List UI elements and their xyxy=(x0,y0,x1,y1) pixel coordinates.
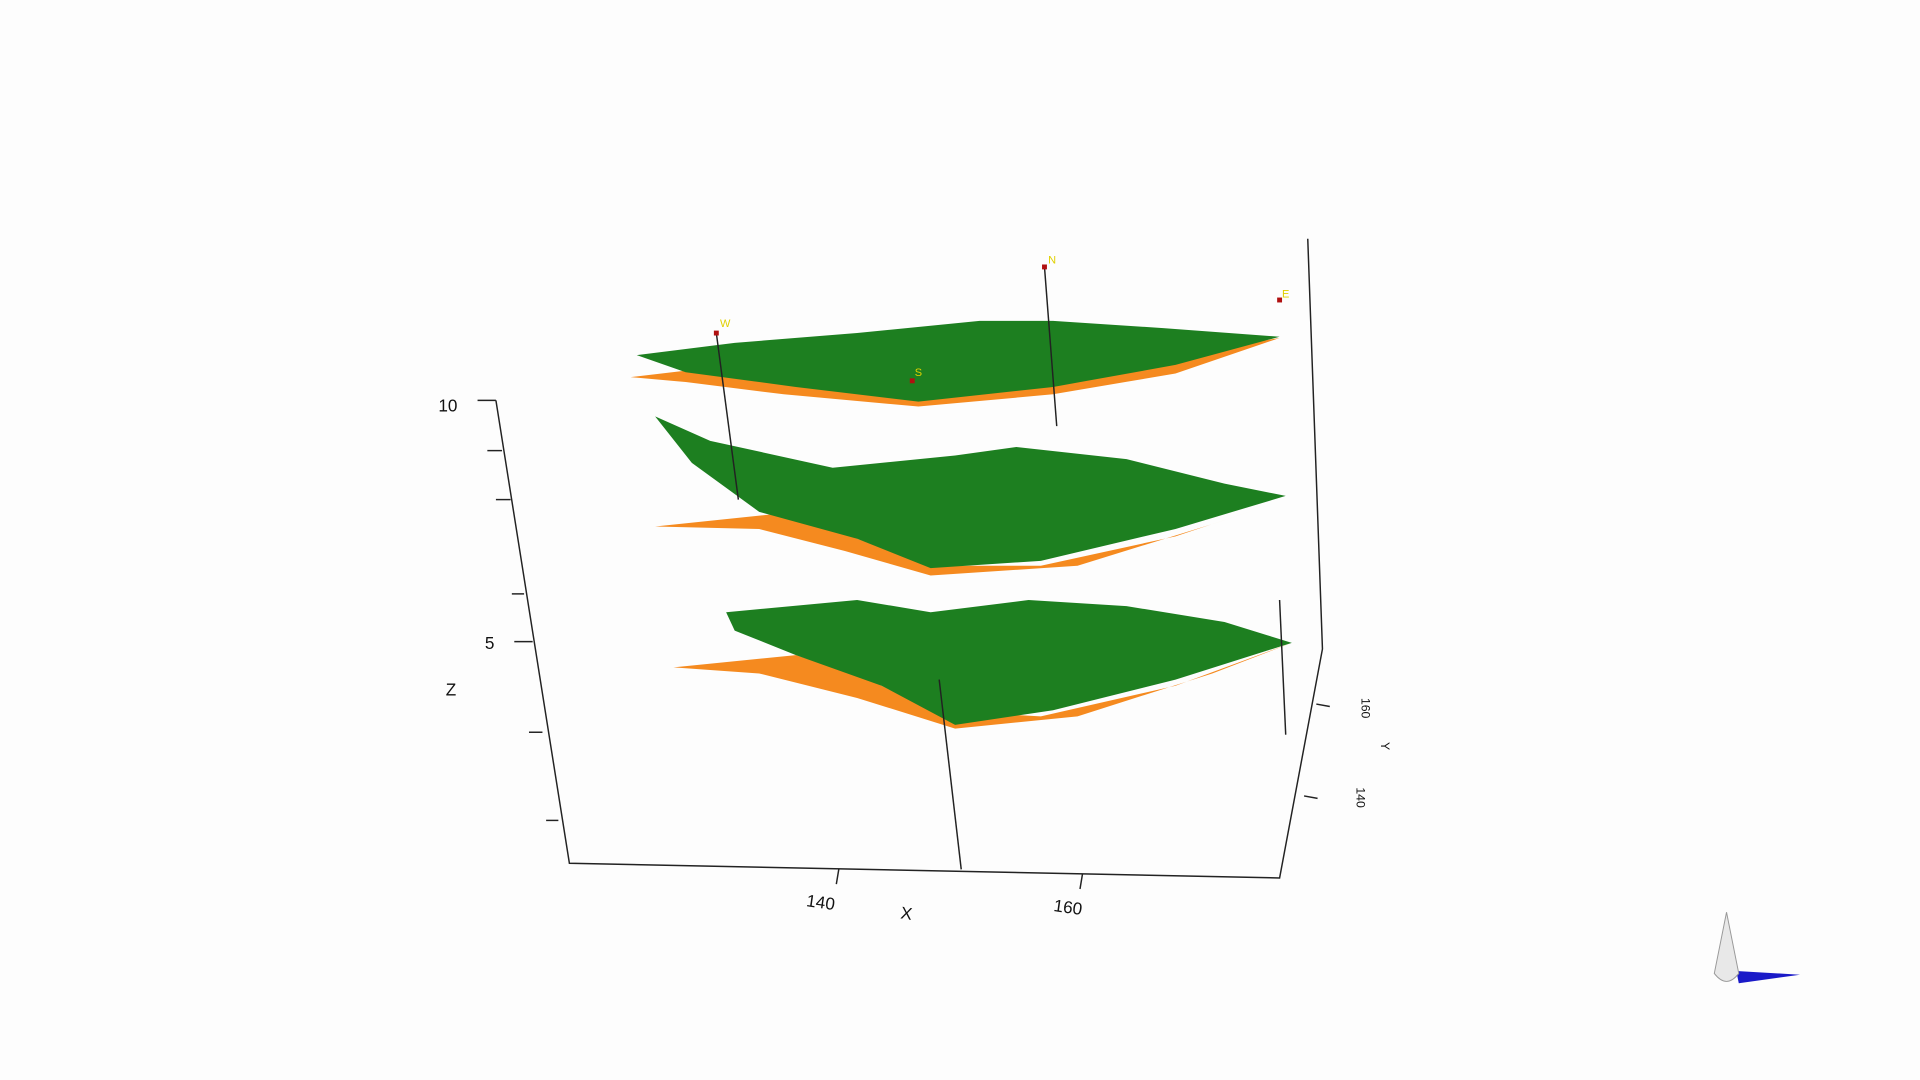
tick xyxy=(835,869,840,885)
x-tick-label: 140 xyxy=(805,890,836,914)
marker xyxy=(909,378,915,384)
z-tick-label: 10 xyxy=(438,395,457,415)
marker-label: E xyxy=(1282,289,1289,301)
y-tick-label: 160 xyxy=(1359,698,1373,719)
orientation-widget xyxy=(1713,912,1800,984)
y-axis-label: Y xyxy=(1378,742,1392,750)
marker xyxy=(1277,297,1283,303)
surfaces xyxy=(630,320,1292,729)
tick xyxy=(1316,703,1330,708)
surface-orange xyxy=(630,337,1280,407)
surface-green xyxy=(726,600,1292,725)
well-line xyxy=(1043,266,1058,427)
z-tick-label: 5 xyxy=(485,633,495,653)
marker xyxy=(713,330,719,336)
arrow-z xyxy=(1713,912,1740,982)
y-tick-label: 140 xyxy=(1354,787,1368,808)
well-line xyxy=(1278,599,1287,735)
axes-frame xyxy=(477,238,1330,890)
wells: W S N E xyxy=(713,254,1289,870)
marker-label: W xyxy=(720,318,731,330)
z-axis-label: Z xyxy=(446,680,456,700)
tick xyxy=(1303,795,1318,800)
marker-label: N xyxy=(1048,254,1056,266)
axis-lines xyxy=(495,238,1324,879)
well-line xyxy=(715,332,740,500)
arrow-x xyxy=(1736,971,1800,984)
x-axis-label: X xyxy=(899,903,914,924)
tick xyxy=(1079,874,1084,890)
well-line xyxy=(938,679,962,870)
marker-label: S xyxy=(915,367,922,379)
x-tick-label: 160 xyxy=(1053,895,1084,919)
surface-green xyxy=(655,416,1286,569)
marker xyxy=(1042,264,1047,270)
surface-green xyxy=(636,320,1280,402)
